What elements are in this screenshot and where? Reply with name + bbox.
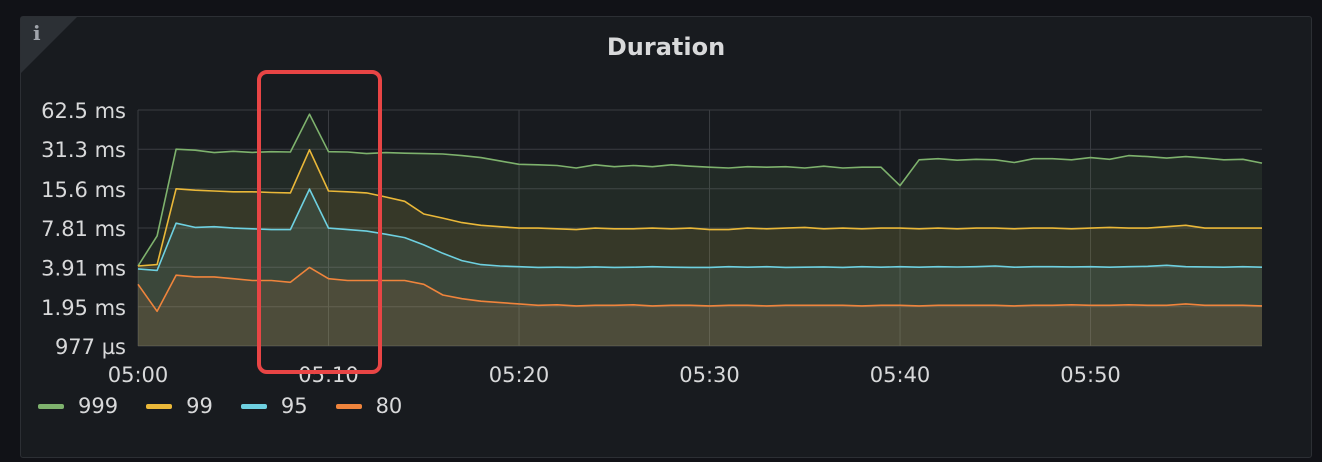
x-tick-label: 05:20 <box>489 363 550 387</box>
series-line-95[interactable] <box>137 188 1263 272</box>
x-tick-label: 05:40 <box>870 363 931 387</box>
x-tick-label: 05:50 <box>1060 363 1121 387</box>
y-tick-label: 15.6 ms <box>41 178 126 202</box>
y-tick-labels: 62.5 ms 31.3 ms 15.6 ms 7.81 ms 3.91 ms 1.95 … <box>41 99 126 359</box>
y-tick-label: 31.3 ms <box>41 138 126 162</box>
legend-item-99[interactable]: 99 <box>146 394 213 418</box>
x-tick-label: 05:30 <box>679 363 740 387</box>
legend-label-99: 99 <box>186 394 213 418</box>
info-icon[interactable]: i <box>33 21 41 45</box>
series-area-80 <box>138 267 1262 346</box>
series-line-99[interactable] <box>137 149 1262 267</box>
chart-panel: i Duration <box>20 16 1312 458</box>
legend-swatch-80 <box>335 403 362 409</box>
y-tick-label: 977 µs <box>55 335 126 359</box>
legend-item-95[interactable]: 95 <box>240 394 308 418</box>
grid <box>137 109 1262 347</box>
y-tick-label: 62.5 ms <box>41 99 126 123</box>
x-tick-labels: 05:00 05:10 05:20 05:30 05:40 05:50 <box>108 363 1121 387</box>
legend: 999 99 95 80 <box>38 394 430 418</box>
series-lines <box>137 113 1263 313</box>
panel-title[interactable]: Duration <box>606 33 726 61</box>
legend-item-999[interactable]: 999 <box>38 394 118 418</box>
x-tick-label: 05:10 <box>298 363 359 387</box>
legend-item-80[interactable]: 80 <box>335 394 403 418</box>
y-tick-label: 7.81 ms <box>41 217 126 241</box>
series-line-999[interactable] <box>137 113 1263 267</box>
highlight-box <box>257 70 382 374</box>
y-tick-label: 1.95 ms <box>41 296 126 320</box>
legend-label-95: 95 <box>280 394 308 418</box>
series-area-999 <box>138 114 1262 346</box>
legend-label-999: 999 <box>78 394 119 418</box>
legend-swatch-999 <box>38 403 64 409</box>
x-tick-label: 05:00 <box>108 363 169 387</box>
info-corner[interactable] <box>21 17 77 73</box>
legend-swatch-95 <box>240 403 267 409</box>
series-line-80[interactable] <box>137 266 1263 313</box>
y-tick-label: 3.91 ms <box>41 256 126 280</box>
series-area-99 <box>138 149 1262 346</box>
legend-swatch-99 <box>146 403 173 409</box>
legend-label-80: 80 <box>375 394 403 418</box>
